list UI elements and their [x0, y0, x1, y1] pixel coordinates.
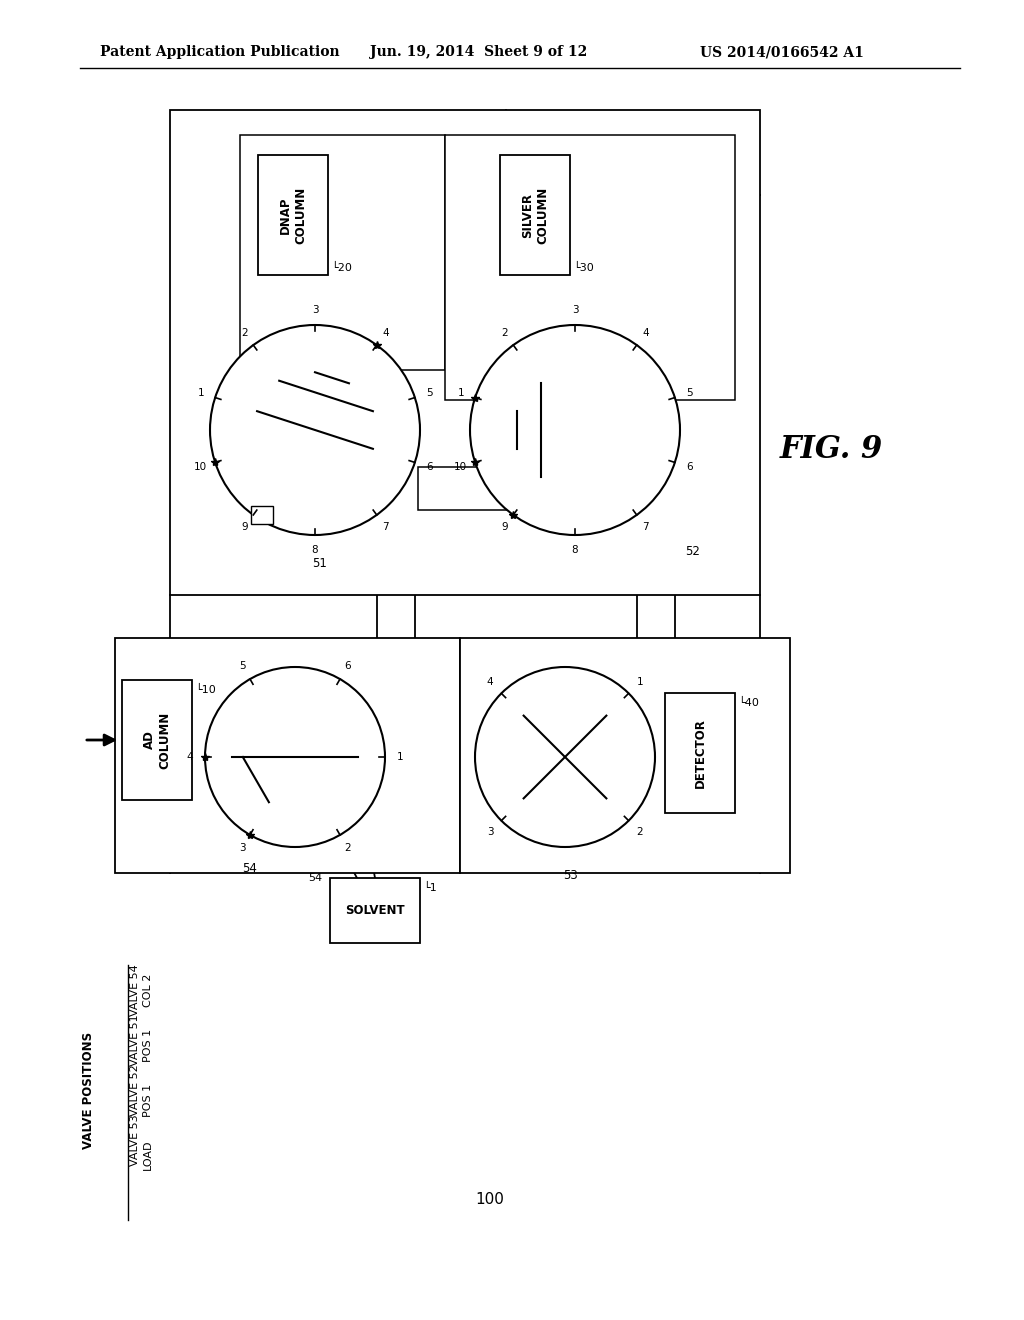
Text: 3: 3 [571, 305, 579, 315]
Text: 6: 6 [426, 462, 432, 473]
Text: └20: └20 [331, 263, 352, 273]
Text: 10: 10 [195, 462, 208, 473]
Text: Patent Application Publication: Patent Application Publication [100, 45, 340, 59]
Text: AD
COLUMN: AD COLUMN [143, 711, 171, 768]
Text: └10: └10 [195, 685, 216, 696]
Text: SILVER
COLUMN: SILVER COLUMN [521, 186, 549, 244]
Text: 2: 2 [637, 826, 643, 837]
Circle shape [205, 667, 385, 847]
Text: VALVE 54: VALVE 54 [130, 964, 140, 1016]
Text: 10: 10 [455, 462, 467, 473]
Text: 8: 8 [311, 545, 318, 554]
Text: 6: 6 [344, 661, 351, 671]
Bar [122, 680, 193, 800]
Text: LOAD: LOAD [143, 1139, 153, 1171]
Text: 8: 8 [571, 545, 579, 554]
Text: 54: 54 [243, 862, 257, 875]
Text: POS 1: POS 1 [143, 1084, 153, 1117]
Circle shape [210, 325, 420, 535]
Text: 5: 5 [426, 388, 432, 397]
Text: 100: 100 [475, 1192, 505, 1208]
Text: 52: 52 [685, 545, 699, 558]
Text: POS 1: POS 1 [143, 1028, 153, 1061]
Circle shape [470, 325, 680, 535]
Text: COL 2: COL 2 [143, 973, 153, 1007]
Text: 54: 54 [308, 873, 322, 883]
Text: 1: 1 [396, 752, 403, 762]
Text: 2: 2 [242, 327, 248, 338]
Text: 53: 53 [562, 869, 578, 882]
Text: 4: 4 [186, 752, 194, 762]
Circle shape [475, 667, 655, 847]
Text: DETECTOR: DETECTOR [693, 718, 707, 788]
Text: VALVE 51: VALVE 51 [130, 1014, 140, 1065]
Text: Jun. 19, 2014  Sheet 9 of 12: Jun. 19, 2014 Sheet 9 of 12 [370, 45, 587, 59]
Text: 1: 1 [637, 677, 643, 686]
Bar [240, 135, 445, 370]
Text: 7: 7 [382, 523, 389, 532]
Text: └1: └1 [423, 883, 437, 894]
Text: 1: 1 [458, 388, 464, 397]
Bar [258, 154, 328, 275]
Text: 3: 3 [311, 305, 318, 315]
Text: 1: 1 [198, 388, 204, 397]
Text: VALVE POSITIONS: VALVE POSITIONS [82, 1031, 94, 1148]
Text: 2: 2 [501, 327, 508, 338]
Text: FIG. 9: FIG. 9 [780, 434, 884, 466]
Text: └40: └40 [738, 698, 759, 708]
Text: VALVE 52: VALVE 52 [130, 1064, 140, 1115]
Bar [115, 638, 460, 873]
Text: 6: 6 [686, 462, 692, 473]
Text: 51: 51 [312, 557, 328, 570]
Text: 5: 5 [686, 388, 692, 397]
Text: 2: 2 [344, 843, 351, 853]
Text: 4: 4 [382, 327, 389, 338]
Text: 4: 4 [486, 677, 494, 686]
Bar [460, 638, 790, 873]
Text: 3: 3 [486, 826, 494, 837]
Text: 3: 3 [240, 843, 246, 853]
Bar [330, 878, 420, 942]
Bar [665, 693, 735, 813]
Text: 9: 9 [501, 523, 508, 532]
Bar [418, 467, 634, 510]
Text: └30: └30 [573, 263, 594, 273]
Bar [251, 506, 273, 524]
Text: DNAP
COLUMN: DNAP COLUMN [279, 186, 307, 244]
Text: US 2014/0166542 A1: US 2014/0166542 A1 [700, 45, 864, 59]
Text: VALVE 53: VALVE 53 [130, 1114, 140, 1166]
Text: 4: 4 [642, 327, 649, 338]
Bar [500, 154, 570, 275]
Text: 7: 7 [642, 523, 649, 532]
Text: 9: 9 [242, 523, 248, 532]
Bar [170, 110, 760, 595]
Text: 5: 5 [240, 661, 246, 671]
Text: SOLVENT: SOLVENT [345, 904, 404, 917]
Bar [445, 135, 735, 400]
